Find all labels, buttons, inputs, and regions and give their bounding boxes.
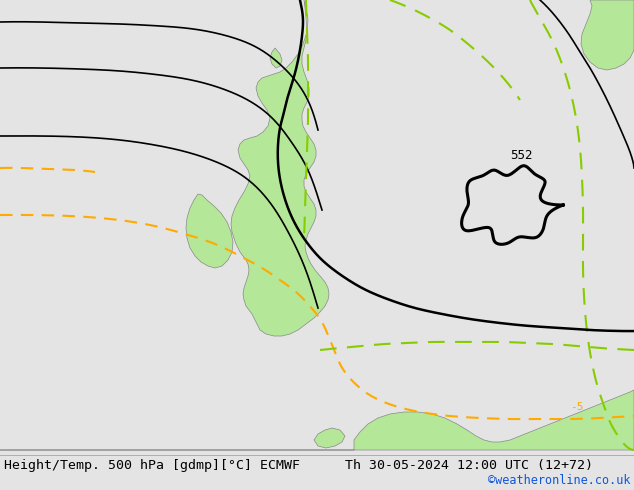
Text: 552: 552 <box>510 149 533 162</box>
Text: Th 30-05-2024 12:00 UTC (12+72): Th 30-05-2024 12:00 UTC (12+72) <box>345 459 593 471</box>
Text: ©weatheronline.co.uk: ©weatheronline.co.uk <box>488 473 630 487</box>
Polygon shape <box>231 0 329 336</box>
Polygon shape <box>270 48 282 68</box>
Polygon shape <box>581 0 634 70</box>
Text: -5: -5 <box>570 402 583 412</box>
Polygon shape <box>314 428 345 448</box>
Bar <box>0 455 634 490</box>
Text: Height/Temp. 500 hPa [gdmp][°C] ECMWF: Height/Temp. 500 hPa [gdmp][°C] ECMWF <box>4 459 300 471</box>
Polygon shape <box>186 194 233 268</box>
Polygon shape <box>0 390 634 450</box>
